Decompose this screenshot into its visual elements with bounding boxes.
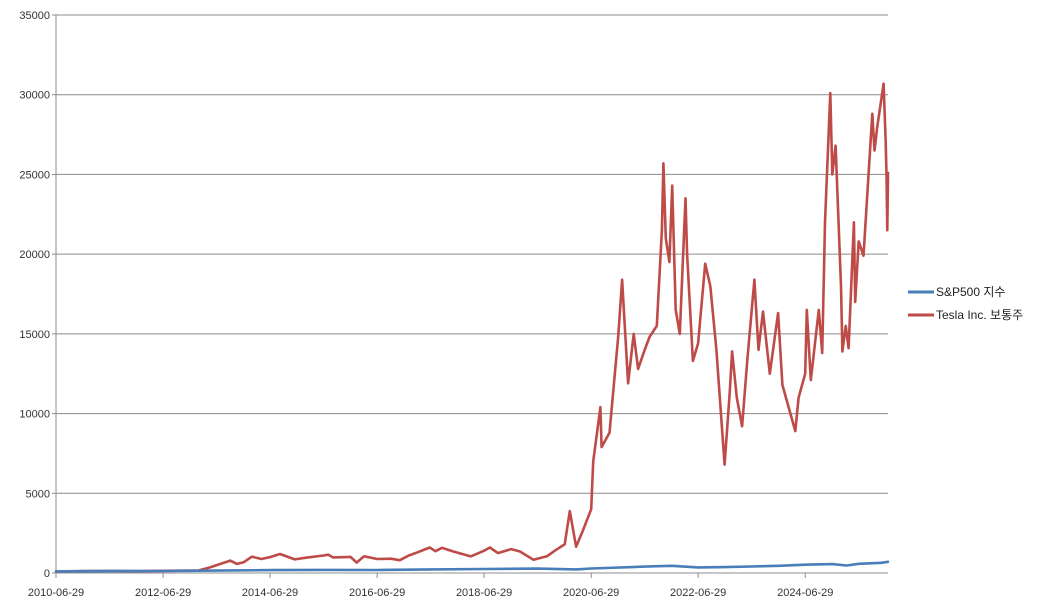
x-tick-label: 2010-06-29 xyxy=(28,587,84,599)
y-tick-label: 35000 xyxy=(19,10,50,22)
x-tick-label: 2016-06-29 xyxy=(349,587,405,599)
series-line-1 xyxy=(54,82,890,573)
x-tick-label: 2012-06-29 xyxy=(135,587,191,599)
y-tick-label: 25000 xyxy=(19,169,50,181)
series-lines xyxy=(54,82,890,573)
y-tick-label: 30000 xyxy=(19,90,50,102)
x-tick-label: 2020-06-29 xyxy=(563,587,619,599)
legend-label: Tesla Inc. 보통주 xyxy=(936,308,1023,322)
axes xyxy=(52,14,888,578)
y-tick-label: 0 xyxy=(44,568,50,580)
y-tick-labels: 0 5000 10000 15000 20000 25000 30000 35000 xyxy=(19,10,50,580)
y-tick-label: 5000 xyxy=(26,488,50,500)
x-tick-label: 2024-06-29 xyxy=(777,587,833,599)
x-tick-labels: 2010-06-29 2012-06-29 2014-06-29 2016-06-29… xyxy=(28,587,834,599)
x-tick-label: 2014-06-29 xyxy=(242,587,298,599)
legend: S&P500 지수 Tesla Inc. 보통주 xyxy=(908,285,1023,322)
grid-lines xyxy=(56,14,888,494)
x-tick-label: 2018-06-29 xyxy=(456,587,512,599)
y-tick-label: 10000 xyxy=(19,409,50,421)
y-tick-label: 15000 xyxy=(19,329,50,341)
y-tick-label: 20000 xyxy=(19,249,50,261)
series-line-0 xyxy=(54,560,890,573)
legend-label: S&P500 지수 xyxy=(936,285,1005,299)
x-tick-label: 2022-06-29 xyxy=(670,587,726,599)
